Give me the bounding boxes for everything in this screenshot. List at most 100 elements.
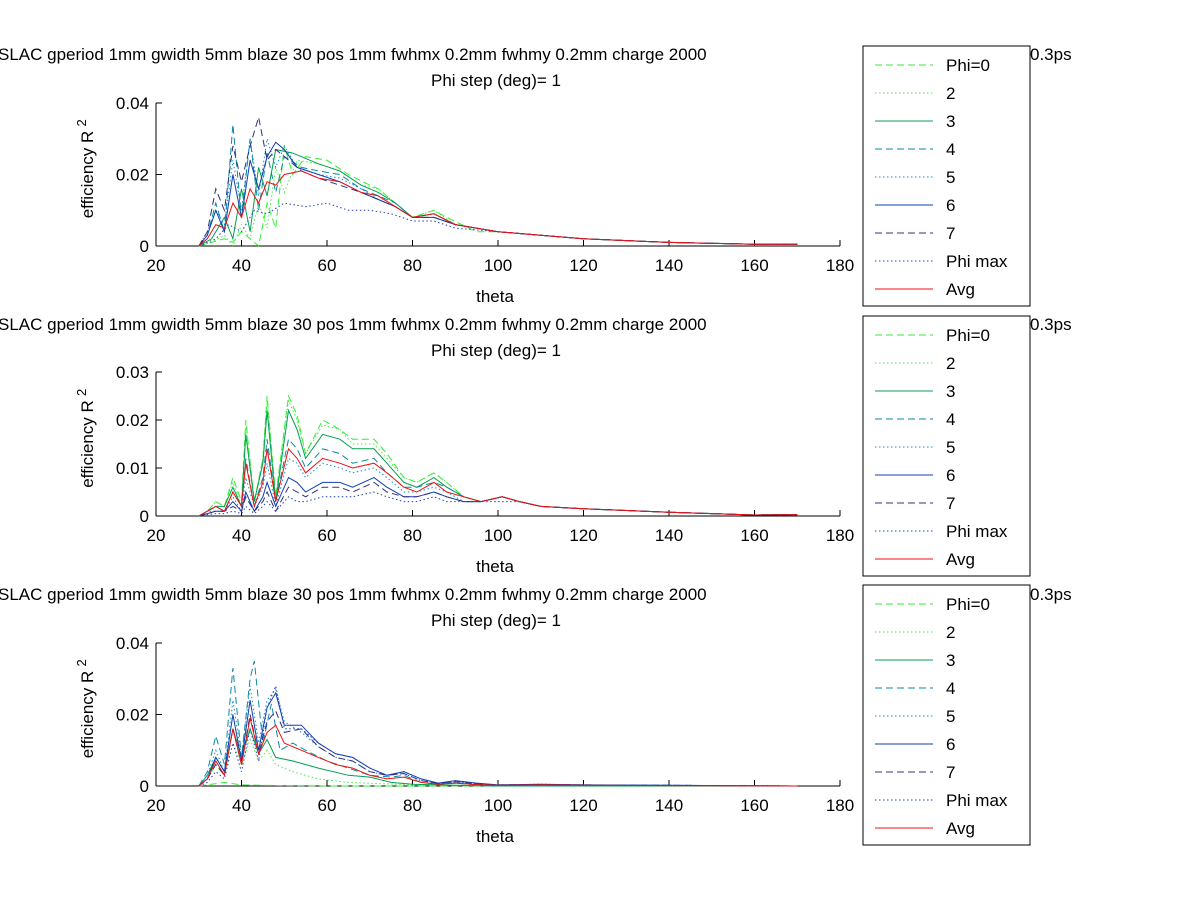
- y-tick-label: 0.02: [116, 706, 149, 725]
- x-tick-label: 140: [655, 256, 683, 275]
- series-line-1: [198, 781, 798, 787]
- x-tick-label: 160: [740, 256, 768, 275]
- legend-label: 2: [946, 84, 955, 103]
- x-tick-label: 180: [826, 256, 854, 275]
- x-tick-label: 160: [740, 796, 768, 815]
- legend-label: 7: [946, 494, 955, 513]
- series-line-9: [198, 447, 798, 517]
- legend-label: Phi=0: [946, 595, 990, 614]
- legend-label: 4: [946, 410, 955, 429]
- x-tick-label: 80: [403, 796, 422, 815]
- legend-label: Avg: [946, 819, 975, 838]
- legend-label: 7: [946, 763, 955, 782]
- y-tick-label: 0.04: [116, 94, 149, 113]
- legend-label: 2: [946, 623, 955, 642]
- legend-label: 4: [946, 140, 955, 159]
- y-axis-label-superscript: 2: [74, 659, 89, 666]
- series-line-4: [198, 438, 798, 517]
- x-tick-label: 20: [147, 256, 166, 275]
- series-line-7: [198, 481, 798, 517]
- legend-label: Phi max: [946, 791, 1008, 810]
- series-line-2: [198, 738, 798, 787]
- legend-label: Avg: [946, 280, 975, 299]
- chart-title-tail: 0.3ps: [1030, 585, 1072, 604]
- x-tick-label: 40: [232, 796, 251, 815]
- legend-label: Phi max: [946, 252, 1008, 271]
- series-line-9: [198, 170, 798, 247]
- y-tick-label: 0: [140, 777, 149, 796]
- x-tick-label: 180: [826, 796, 854, 815]
- legend-label: Phi=0: [946, 56, 990, 75]
- chart-subtitle: Phi step (deg)= 1: [431, 341, 561, 360]
- x-tick-label: 100: [484, 526, 512, 545]
- x-tick-label: 180: [826, 526, 854, 545]
- legend-label: 6: [946, 735, 955, 754]
- legend-box: [862, 584, 1031, 846]
- legend-label: Avg: [946, 550, 975, 569]
- x-tick-label: 60: [318, 796, 337, 815]
- legend-label: 3: [946, 382, 955, 401]
- legend-label: 3: [946, 112, 955, 131]
- legend-label: 4: [946, 679, 955, 698]
- series-line-4: [198, 124, 798, 247]
- series-line-8: [198, 491, 798, 517]
- legend: Phi=0 2 3 4 5 6 7 Phi max Avg: [862, 315, 1031, 577]
- legend-label: 5: [946, 438, 955, 457]
- legend-box: [862, 315, 1031, 577]
- x-tick-label: 40: [232, 526, 251, 545]
- chart-title-tail: 0.3ps: [1030, 45, 1072, 64]
- x-tick-label: 60: [318, 256, 337, 275]
- x-tick-label: 80: [403, 256, 422, 275]
- x-tick-label: 120: [569, 256, 597, 275]
- y-tick-label: 0.02: [116, 411, 149, 430]
- x-axis-label: theta: [476, 827, 514, 846]
- legend-label: 2: [946, 354, 955, 373]
- series-line-5: [198, 457, 798, 517]
- chart-subtitle: Phi step (deg)= 1: [431, 611, 561, 630]
- x-tick-label: 160: [740, 526, 768, 545]
- x-tick-label: 100: [484, 796, 512, 815]
- x-tick-label: 120: [569, 796, 597, 815]
- legend-label: 3: [946, 651, 955, 670]
- legend-box: [862, 45, 1031, 307]
- series-line-5: [198, 685, 798, 787]
- x-tick-label: 140: [655, 796, 683, 815]
- y-tick-label: 0: [140, 507, 149, 526]
- chart-panel-1: SLAC gperiod 1mm gwidth 5mm blaze 30 pos…: [0, 45, 1072, 307]
- x-tick-label: 60: [318, 526, 337, 545]
- x-tick-label: 140: [655, 526, 683, 545]
- chart-panel-2: SLAC gperiod 1mm gwidth 5mm blaze 30 pos…: [0, 315, 1072, 577]
- series-line-9: [198, 717, 798, 787]
- chart-title: SLAC gperiod 1mm gwidth 5mm blaze 30 pos…: [0, 315, 707, 334]
- x-tick-label: 20: [147, 526, 166, 545]
- legend-label: 6: [946, 196, 955, 215]
- y-axis-label-superscript: 2: [74, 389, 89, 396]
- x-axis-label: theta: [476, 557, 514, 576]
- x-tick-label: 40: [232, 256, 251, 275]
- x-axis-label: theta: [476, 287, 514, 306]
- legend: Phi=0 2 3 4 5 6 7 Phi max Avg: [862, 584, 1031, 846]
- y-tick-label: 0.01: [116, 459, 149, 478]
- legend-label: Phi=0: [946, 326, 990, 345]
- y-tick-label: 0.04: [116, 634, 149, 653]
- chart-subtitle: Phi step (deg)= 1: [431, 71, 561, 90]
- x-tick-label: 100: [484, 256, 512, 275]
- legend: Phi=0 2 3 4 5 6 7 Phi max Avg: [862, 45, 1031, 307]
- x-tick-label: 80: [403, 526, 422, 545]
- legend-label: 5: [946, 707, 955, 726]
- chart-title: SLAC gperiod 1mm gwidth 5mm blaze 30 pos…: [0, 45, 707, 64]
- chart-title-tail: 0.3ps: [1030, 315, 1072, 334]
- x-tick-label: 20: [147, 796, 166, 815]
- y-axis-label: efficiency R: [78, 400, 97, 488]
- chart-title: SLAC gperiod 1mm gwidth 5mm blaze 30 pos…: [0, 585, 707, 604]
- legend-label: 5: [946, 168, 955, 187]
- y-axis-label: efficiency R: [78, 671, 97, 759]
- legend-label: 6: [946, 466, 955, 485]
- legend-label: 7: [946, 224, 955, 243]
- series-line-4: [198, 660, 798, 787]
- y-tick-label: 0.02: [116, 166, 149, 185]
- legend-label: Phi max: [946, 522, 1008, 541]
- chart-panel-3: SLAC gperiod 1mm gwidth 5mm blaze 30 pos…: [0, 584, 1072, 846]
- y-tick-label: 0.03: [116, 363, 149, 382]
